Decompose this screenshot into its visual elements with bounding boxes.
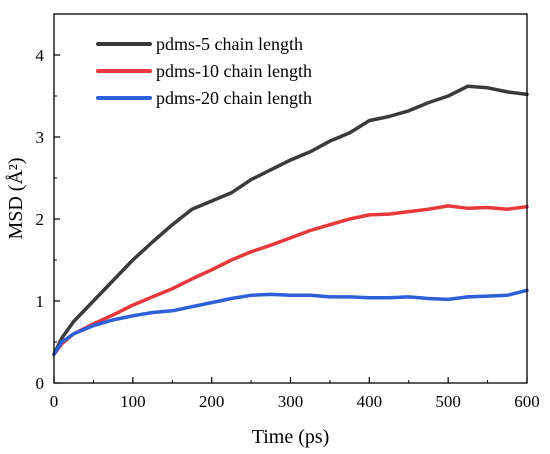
legend: pdms-5 chain length pdms-10 chain length p… [96,34,312,108]
series-line-2 [52,288,529,357]
x-tick-label: 200 [199,392,225,411]
y-tick-label: 2 [36,210,45,229]
legend-label-1: pdms-10 chain length [156,61,312,81]
legend-label-2: pdms-20 chain length [156,88,312,108]
y-tick-label: 3 [36,128,45,147]
plot-area [52,84,529,357]
y-axis-title: MSD (Å²) [5,157,27,239]
x-tick-label: 500 [435,392,461,411]
x-tick-label: 600 [514,392,540,411]
series-line-0 [52,84,529,357]
y-tick-label: 0 [36,374,45,393]
axes: 0 100 200 300 400 500 600 0 1 2 3 4 [36,13,540,411]
series-line-1 [52,204,529,357]
x-tick-label: 0 [50,392,59,411]
x-axis-title: Time (ps) [252,426,330,448]
x-tick-label: 300 [278,392,304,411]
y-tick-label: 4 [36,46,45,65]
x-tick-label: 100 [120,392,146,411]
x-tick-label: 400 [357,392,383,411]
y-tick-label: 1 [36,292,45,311]
legend-label-0: pdms-5 chain length [156,34,303,54]
